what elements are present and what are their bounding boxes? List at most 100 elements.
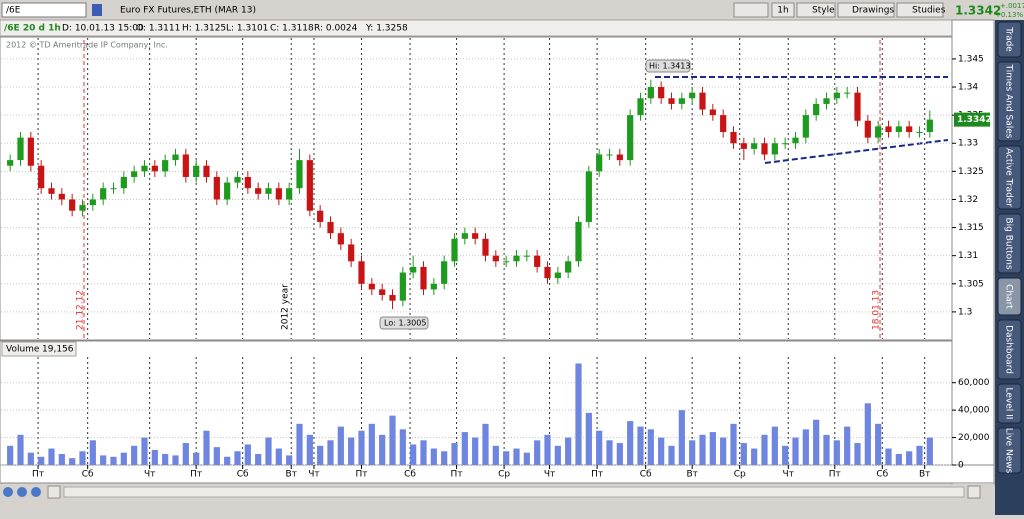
studies-button[interactable]	[896, 2, 944, 18]
volume-bar	[699, 434, 706, 465]
copyright: 2012 © TD Ameritrade IP Company, Inc.	[6, 41, 168, 50]
candle-body	[565, 261, 572, 273]
drawings-button[interactable]	[837, 2, 895, 18]
volume-bar	[802, 429, 809, 465]
candle-body	[554, 272, 561, 279]
volume-bar	[410, 444, 417, 465]
candle-body	[833, 92, 840, 99]
candle-body	[89, 199, 96, 206]
volume-bar	[255, 454, 262, 465]
volume-bar	[658, 437, 665, 465]
volume-bar	[244, 444, 251, 465]
volume-bar	[740, 443, 747, 465]
info-item: Y: 1.3258	[365, 24, 408, 34]
date-label: 21.12.12	[76, 290, 86, 330]
candle-body	[761, 143, 768, 155]
hi-label: Hi: 1.3413	[649, 62, 690, 71]
candle-body	[410, 266, 417, 273]
volume-bar	[358, 430, 365, 465]
scroll-button[interactable]	[967, 485, 981, 499]
candle-body	[172, 154, 179, 161]
candle-body	[69, 199, 76, 211]
volume-bar	[69, 458, 76, 465]
sidebar-tab[interactable]	[997, 61, 1022, 142]
volume-bar	[761, 434, 768, 465]
volume-bar	[906, 451, 913, 465]
volume-bar	[678, 410, 685, 465]
volume-bar	[327, 440, 334, 465]
change-pct: +0.13%	[995, 11, 1023, 19]
sidebar-tab-label: Trade	[1004, 26, 1014, 52]
volume-bar	[709, 432, 716, 465]
volume-bar	[864, 403, 871, 465]
symbol-input[interactable]	[1, 2, 87, 18]
volume-header	[1, 341, 77, 357]
style-button[interactable]	[796, 2, 836, 18]
aggregation-button[interactable]	[771, 2, 795, 18]
zoom-icon[interactable]	[3, 487, 13, 497]
volume-bar	[647, 429, 654, 465]
volume-bar	[585, 412, 592, 465]
sidebar-tab[interactable]	[997, 277, 1022, 316]
volume-bar	[275, 448, 282, 465]
candle-body	[234, 176, 241, 183]
info-item: R: 0.0024	[314, 24, 358, 34]
sidebar-tab[interactable]	[997, 427, 1022, 474]
x-tick-label: Пт	[355, 470, 367, 480]
symbol-icon[interactable]	[92, 4, 102, 16]
candle-body	[627, 115, 634, 161]
candle-body	[782, 143, 789, 145]
volume-bar	[606, 440, 613, 465]
volume-bar	[379, 434, 386, 465]
candle-body	[203, 165, 210, 177]
candle-body	[906, 126, 913, 133]
x-tick-label: Вт	[686, 470, 697, 480]
volume-bar	[482, 423, 489, 465]
candle-body	[193, 165, 200, 177]
y-tick-label: 0	[958, 461, 964, 471]
y-tick-label: 60,000	[958, 378, 990, 388]
sidebar-tab[interactable]	[997, 145, 1022, 210]
volume-bar	[854, 443, 861, 465]
y-tick-label: 1.305	[958, 279, 984, 289]
volume-bar	[317, 445, 324, 465]
volume-bar	[813, 419, 820, 465]
candle-body	[844, 92, 851, 94]
sidebar-tab[interactable]	[997, 213, 1022, 274]
zoom-out-icon[interactable]	[31, 487, 41, 497]
volume-bar	[523, 452, 530, 465]
sidebar-tab-label: Dashboard	[1004, 325, 1014, 374]
candle-body	[296, 160, 303, 189]
volume-bar	[782, 445, 789, 465]
info-item: L: 1.3101	[226, 24, 268, 34]
hi-badge	[645, 59, 691, 73]
candle-body	[110, 188, 117, 190]
volume-bar	[461, 432, 468, 465]
scrollbar[interactable]	[63, 486, 965, 498]
volume-bar	[668, 445, 675, 465]
cursor-button[interactable]	[47, 485, 61, 499]
candle-body	[596, 154, 603, 172]
sidebar-tab-label: Live News	[1004, 428, 1014, 474]
x-tick-label: Ср	[734, 470, 746, 480]
candle-body	[368, 283, 375, 290]
info-items: /6E 20 d 1h D: 10.01.13 15:00O: 1.3111 H: …	[4, 24, 408, 34]
sidebar-tab[interactable]	[997, 21, 1022, 58]
sidebar-tab[interactable]	[997, 319, 1022, 380]
sidebar-tab[interactable]	[997, 383, 1022, 424]
candle-body	[647, 87, 654, 99]
volume-value: 19,156	[42, 345, 74, 355]
volume-bar	[151, 449, 158, 465]
pan-icon[interactable]	[17, 487, 27, 497]
tools-button[interactable]	[733, 2, 769, 18]
volume-bar	[885, 448, 892, 465]
plot: 1.31.3051.311.3151.321.3251.331.3351.341…	[1, 38, 992, 480]
info-item: D: 10.01.13 15:00	[62, 24, 144, 34]
volume-bar	[441, 451, 448, 465]
volume-bar	[306, 434, 313, 465]
volume-bar	[565, 437, 572, 465]
x-tick-label: Чт	[783, 470, 794, 480]
candle-body	[689, 92, 696, 99]
lo-badge	[379, 316, 429, 330]
volume-bar	[844, 426, 851, 465]
